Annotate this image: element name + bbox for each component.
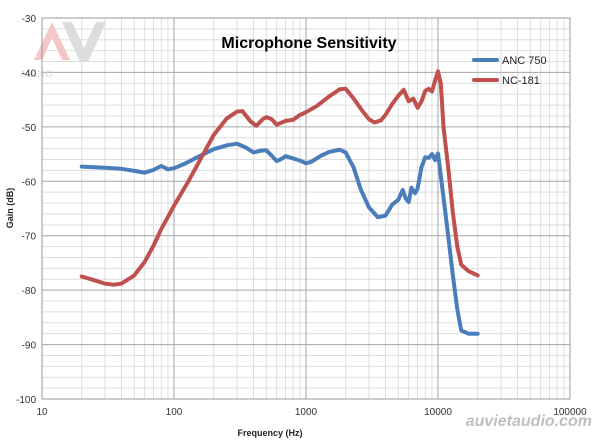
x-tick-label: 1000 xyxy=(295,407,318,418)
y-axis-label: Gain (dB) xyxy=(5,188,15,229)
x-tick-label: 100 xyxy=(166,407,183,418)
y-tick-label: -60 xyxy=(22,177,37,188)
legend: ANC 750 NC-181 xyxy=(472,55,547,87)
y-tick-label: -70 xyxy=(22,232,37,243)
legend-label: ANC 750 xyxy=(502,55,547,67)
x-tick-label: 10000 xyxy=(424,407,452,418)
y-tick-label: -40 xyxy=(22,68,37,79)
series-line-anc-750 xyxy=(79,141,480,336)
y-tick-label: -90 xyxy=(22,341,37,352)
series-line-nc-181 xyxy=(79,69,480,287)
x-tick-labels: 10 100 1000 10000 100000 xyxy=(36,407,587,418)
chart-title: Microphone Sensitivity xyxy=(221,35,396,52)
y-tick-label: -50 xyxy=(22,123,37,134)
logo-v-shape xyxy=(62,22,106,62)
y-tick-label: -80 xyxy=(22,286,37,297)
watermark-logo: AUDIO xyxy=(20,22,106,79)
y-tick-label: -100 xyxy=(16,395,36,406)
plot-frame xyxy=(41,17,571,400)
x-axis-label: Frequency (Hz) xyxy=(237,428,302,438)
logo-caption: AUDIO xyxy=(20,69,54,79)
x-tick-label: 10 xyxy=(36,407,48,418)
legend-label: NC-181 xyxy=(502,75,540,87)
grid-minor xyxy=(42,18,570,399)
y-tick-label: -30 xyxy=(22,14,37,25)
x-tick-label: 100000 xyxy=(553,407,587,418)
y-tick-labels: -30 -40 -50 -60 -70 -80 -90 -100 xyxy=(16,14,36,406)
logo-a-shape xyxy=(34,22,70,60)
watermark-site: auvietaudio.com xyxy=(466,413,592,430)
series-layer xyxy=(79,69,480,336)
